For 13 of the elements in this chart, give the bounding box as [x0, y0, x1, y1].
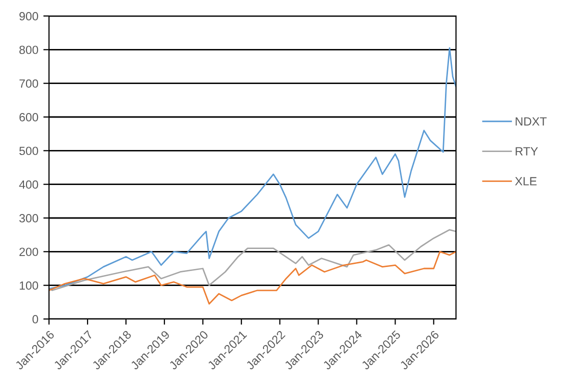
y-tick-label: 900: [19, 12, 38, 20]
y-tick-label: 400: [19, 180, 38, 189]
legend-label: NDXT: [516, 117, 547, 126]
y-tick-label: 800: [19, 46, 38, 54]
y-tick-label: 300: [19, 214, 38, 222]
legend-label: RTY: [516, 147, 538, 156]
y-tick-label: 0: [32, 315, 38, 324]
y-tick-label: 100: [20, 281, 38, 290]
legend-label: XLE: [515, 177, 537, 186]
y-tick-label: 200: [19, 248, 38, 256]
y-tick-label: 600: [19, 113, 38, 122]
y-tick-label: 500: [19, 146, 38, 156]
y-tick-label: 700: [19, 79, 38, 88]
